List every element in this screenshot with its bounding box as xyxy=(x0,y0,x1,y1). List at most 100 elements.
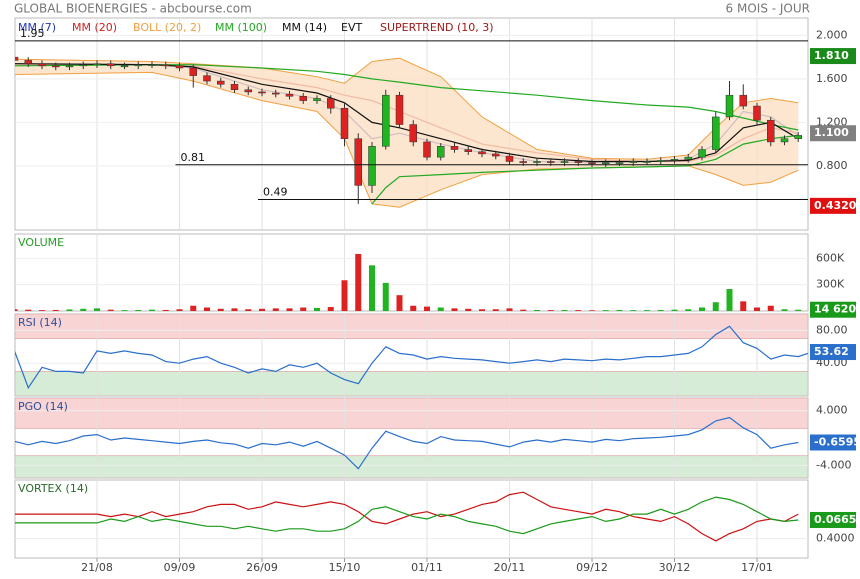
bollinger-band xyxy=(15,58,799,208)
volume-bar xyxy=(589,310,595,311)
candle-body xyxy=(492,153,500,157)
x-tick-label: 15/10 xyxy=(329,561,361,574)
plot-area xyxy=(15,398,808,478)
panel-title: VORTEX (14) xyxy=(18,482,88,495)
volume-bar xyxy=(25,309,32,311)
level-label: 0.49 xyxy=(263,186,288,199)
volume-bar xyxy=(465,308,472,311)
y-tick-label: 80.00 xyxy=(816,323,848,336)
candle-body xyxy=(52,65,60,68)
volume-bar xyxy=(382,282,389,311)
candle-body xyxy=(588,162,596,164)
value-badge-label: 0.0665 xyxy=(814,513,856,526)
x-tick-label: 09/12 xyxy=(576,561,608,574)
value-badge-label: 53.62 xyxy=(814,345,849,358)
volume-bar xyxy=(231,308,238,311)
candle-body xyxy=(107,63,115,67)
value-badge xyxy=(810,434,856,451)
candle-body xyxy=(643,161,651,163)
volume-bar xyxy=(644,310,650,311)
volume-bar xyxy=(190,305,197,311)
panel-title: RSI (14) xyxy=(18,316,62,329)
panel xyxy=(14,233,809,312)
volume-bar xyxy=(314,307,320,311)
candle-body xyxy=(602,162,610,164)
plot-area xyxy=(15,314,808,396)
level-label: 1.95 xyxy=(20,27,45,40)
value-badge xyxy=(810,48,856,65)
volume-bar xyxy=(176,309,183,311)
volume-bar xyxy=(286,308,293,311)
value-badge-label: 1.810 xyxy=(814,49,849,62)
candle-body xyxy=(423,141,431,158)
candle-body xyxy=(327,98,335,109)
volume-bar xyxy=(630,310,637,311)
volume-bar xyxy=(245,309,252,311)
legend-label: SUPERTREND (10, 3) xyxy=(380,21,494,34)
legend-label: MM (100) xyxy=(215,21,267,34)
volume-bar xyxy=(506,308,513,311)
volume-bar xyxy=(162,309,169,311)
x-tick-label: 26/09 xyxy=(246,561,278,574)
volume-bar xyxy=(685,309,692,311)
legend-label: MM (14) xyxy=(282,21,327,34)
volume-bar xyxy=(795,309,802,311)
candle-body xyxy=(120,65,129,68)
value-badge-label: 1.100 xyxy=(814,126,849,139)
volume-bar xyxy=(520,309,527,311)
candle-body xyxy=(684,156,692,160)
value-badge xyxy=(810,125,856,142)
candle-body xyxy=(780,138,789,143)
volume-bar xyxy=(657,309,664,311)
x-tick-label: 20/11 xyxy=(494,561,526,574)
volume-bar xyxy=(272,308,279,311)
y-tick-label: -4.000 xyxy=(816,458,851,471)
volume-bar xyxy=(107,309,114,311)
candle-body xyxy=(547,161,555,163)
zone xyxy=(15,314,808,339)
volume-bar xyxy=(575,310,582,311)
volume-bar xyxy=(327,307,334,311)
volume-bar xyxy=(410,305,417,311)
candle-body xyxy=(794,135,802,139)
volume-bar xyxy=(355,253,362,311)
overlay-line xyxy=(15,64,799,131)
value-badge-label: -0.6595 xyxy=(814,436,860,449)
candle-body xyxy=(670,159,679,161)
volume-bar xyxy=(149,309,155,311)
legend-label: MM (7) xyxy=(18,21,56,34)
overlay-line xyxy=(15,63,799,163)
candle-body xyxy=(175,65,184,69)
candle-body xyxy=(230,84,239,91)
candle-body xyxy=(217,80,225,85)
volume-bar xyxy=(726,289,733,311)
zone xyxy=(15,371,808,396)
volume-bar xyxy=(80,308,87,311)
volume-bar xyxy=(300,307,307,311)
volume-bar xyxy=(66,309,73,311)
candle-body xyxy=(395,94,404,125)
candle-body xyxy=(478,151,486,155)
zone xyxy=(15,398,808,429)
volume-bar xyxy=(369,265,375,311)
x-tick-label: 21/08 xyxy=(81,561,113,574)
candle-body xyxy=(65,65,74,68)
candle-body xyxy=(464,149,472,152)
volume-bar xyxy=(492,309,499,311)
x-tick-label: 30/12 xyxy=(659,561,691,574)
candle-body xyxy=(313,98,321,101)
volume-bar xyxy=(754,307,760,311)
volume-bar xyxy=(616,309,623,311)
panel-title: VOLUME xyxy=(18,236,64,249)
x-tick-label: 09/09 xyxy=(164,561,196,574)
candle-body xyxy=(712,116,720,150)
volume-bar xyxy=(699,307,705,311)
value-badge xyxy=(810,301,856,318)
value-badge-label: 14 620 xyxy=(814,303,856,316)
volume-bar xyxy=(39,310,45,311)
candle-body xyxy=(739,94,747,107)
level-label: 0.81 xyxy=(181,151,206,164)
y-tick-label: 1.600 xyxy=(816,72,848,85)
candle-body xyxy=(753,105,761,121)
candle-body xyxy=(574,161,582,163)
